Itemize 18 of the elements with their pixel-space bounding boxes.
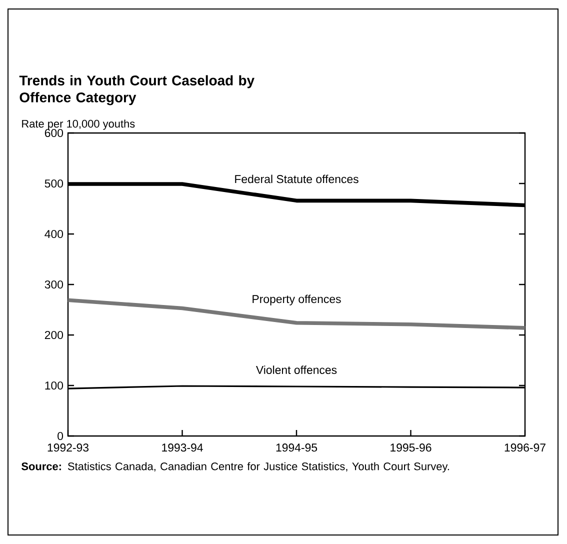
text: Source: Statistics Canada, Canadian Centre for Justice Statistics, Youth Court Survey. bbox=[22, 462, 449, 472]
y-tick-label: 500 bbox=[44, 179, 64, 188]
series-label: Property offences bbox=[252, 294, 341, 306]
y-tick-label: 200 bbox=[44, 330, 64, 340]
y-tick-label: 300 bbox=[44, 280, 64, 289]
series-label: Federal Statute offences bbox=[235, 174, 358, 184]
y-tick-label: 400 bbox=[44, 230, 64, 238]
y-tick-label: 600 bbox=[44, 128, 64, 138]
series-label: Violent offences bbox=[256, 366, 337, 374]
x-tick-label: 1994-95 bbox=[276, 444, 318, 452]
y-tick-label: 100 bbox=[45, 381, 64, 390]
y-axis-title: Rate per 10,000 youths bbox=[22, 120, 135, 130]
x-tick-label: 1992-93 bbox=[48, 444, 89, 452]
x-tick-label: 1995-96 bbox=[390, 444, 432, 452]
x-tick-label: 1993-94 bbox=[162, 444, 203, 452]
chart-title: Trends in Youth Court Caseload by Offence Category bbox=[19, 75, 254, 106]
y-tick-label: 0 bbox=[58, 432, 64, 440]
x-tick-label: 1996-97 bbox=[504, 444, 546, 452]
